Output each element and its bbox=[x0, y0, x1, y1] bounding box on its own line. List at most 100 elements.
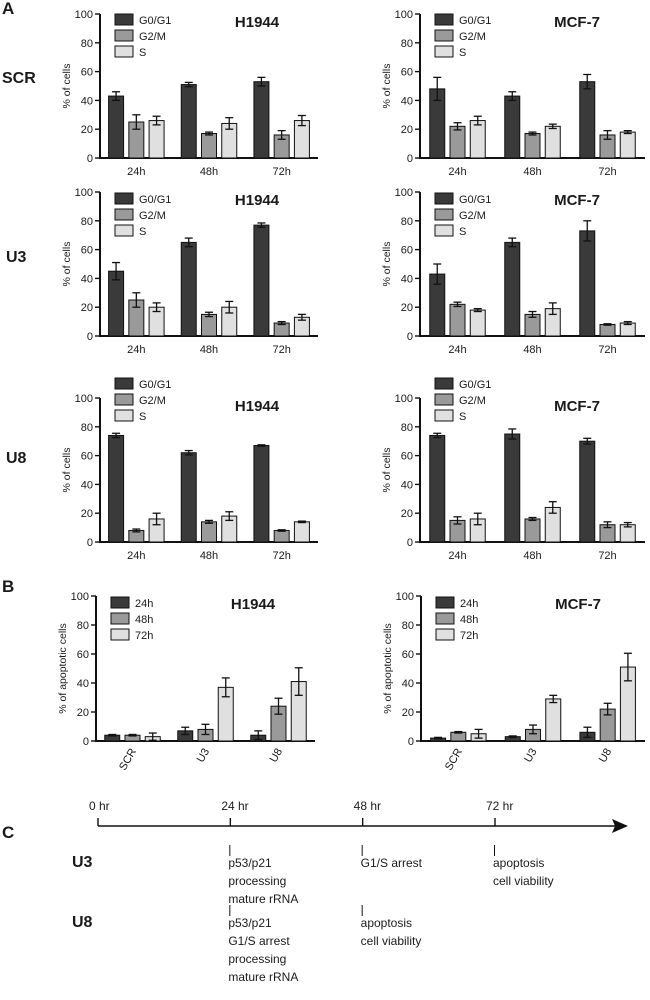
error-bar bbox=[152, 302, 161, 313]
panel-letter-a: A bbox=[2, 0, 14, 18]
bar-G0/G1-72h bbox=[579, 230, 596, 337]
bar-G0/G1-72h bbox=[253, 224, 270, 337]
error-bar bbox=[277, 529, 286, 532]
y-tick-label: 60 bbox=[401, 245, 413, 257]
y-tick-label: 0 bbox=[407, 153, 413, 165]
y-tick-label: 100 bbox=[71, 591, 89, 603]
y-tick-label: 60 bbox=[81, 451, 93, 463]
bar-G2/M-48h bbox=[201, 521, 217, 543]
error-bar bbox=[112, 91, 121, 102]
y-tick-label: 0 bbox=[87, 153, 93, 165]
bar-G0/G1-24h bbox=[108, 270, 125, 337]
bar-G0/G1-48h bbox=[180, 241, 197, 337]
error-bar bbox=[548, 123, 557, 130]
chart-A-U3-H1944: 0 20 40 60 80 100 % of cells 24h 48h 72h G0/G1 G2/M… bbox=[61, 187, 318, 356]
error-bar bbox=[205, 519, 213, 524]
bar-G0/G1-72h bbox=[579, 440, 596, 543]
x-tick-label: 48h bbox=[523, 166, 541, 178]
bar-S-24h bbox=[469, 309, 486, 337]
error-bar bbox=[184, 81, 193, 88]
error-bar bbox=[603, 129, 612, 140]
legend-swatch bbox=[114, 393, 134, 406]
legend-label: G2/M bbox=[459, 31, 486, 43]
y-tick-label: 40 bbox=[401, 479, 413, 491]
bar-G0/G1-24h bbox=[108, 434, 125, 543]
y-tick-label: 20 bbox=[81, 124, 93, 136]
bar-S-72h bbox=[619, 131, 636, 159]
legend-swatch bbox=[114, 377, 134, 390]
legend-label: 72h bbox=[135, 630, 153, 642]
bar-G0/G1-72h bbox=[579, 81, 596, 159]
chart-A-U3-MCF7: 0 20 40 60 80 100 % of cells 24h 48h 72h G0/G1 G2/M… bbox=[381, 187, 645, 356]
bar-G0/G1-48h bbox=[504, 433, 521, 543]
event-text: p53/p21 bbox=[228, 856, 272, 870]
bar-G0/G1-48h bbox=[504, 95, 521, 159]
row-label-scr: SCR bbox=[2, 70, 36, 87]
legend-swatch bbox=[435, 628, 455, 641]
charts-layer: 0 20 40 60 80 100 % of cells 24h 48h 72h G0/G1 G2/M… bbox=[57, 9, 645, 773]
panel-letter-b: B bbox=[2, 577, 14, 596]
legend-swatch bbox=[114, 45, 134, 58]
bar-G2/M-72h bbox=[599, 323, 616, 337]
legend-swatch bbox=[110, 628, 130, 641]
error-bar bbox=[181, 726, 190, 736]
timeline-tick-label: 48 hr bbox=[354, 799, 381, 813]
chart-title: MCF-7 bbox=[555, 596, 601, 613]
y-axis-title: % of apoptotic cells bbox=[382, 623, 394, 713]
error-bar bbox=[548, 501, 557, 514]
y-tick-label: 20 bbox=[401, 124, 413, 136]
error-bar bbox=[254, 730, 263, 741]
y-tick-label: 60 bbox=[81, 67, 93, 79]
error-bar bbox=[148, 732, 157, 741]
x-tick-label: 72h bbox=[272, 166, 290, 178]
y-tick-label: 20 bbox=[81, 302, 93, 314]
bar-G2/M-48h bbox=[201, 313, 217, 337]
x-tick-label: U8 bbox=[268, 747, 285, 765]
x-tick-label: U3 bbox=[522, 747, 539, 765]
y-tick-label: 100 bbox=[396, 591, 414, 603]
legend-label: S bbox=[139, 226, 146, 238]
error-bar bbox=[128, 733, 137, 737]
bar-G0/G1-24h bbox=[429, 434, 446, 543]
chart-A-U8-MCF7: 0 20 40 60 80 100 % of cells 24h 48h 72h G0/G1 G2/M… bbox=[381, 377, 645, 562]
chart-title: MCF-7 bbox=[554, 14, 600, 31]
event-text: processing bbox=[228, 952, 286, 966]
bar-G0/G1-24h bbox=[108, 95, 125, 159]
y-tick-label: 0 bbox=[87, 331, 93, 343]
bar-S-24h bbox=[148, 120, 165, 159]
legend-swatch bbox=[434, 224, 454, 237]
legend-label: S bbox=[139, 47, 146, 59]
legend-label: G0/G1 bbox=[459, 194, 491, 206]
y-tick-label: 0 bbox=[408, 736, 414, 748]
error-bar bbox=[277, 129, 286, 140]
legend-swatch bbox=[434, 45, 454, 58]
y-tick-label: 80 bbox=[77, 620, 89, 632]
timeline-tick-label: 0 hr bbox=[89, 799, 110, 813]
error-bar bbox=[297, 114, 306, 127]
x-tick-label: 48h bbox=[200, 344, 218, 356]
y-tick-label: 20 bbox=[81, 508, 93, 520]
y-tick-label: 100 bbox=[395, 393, 413, 405]
error-bar bbox=[603, 521, 612, 529]
error-bar bbox=[473, 115, 482, 126]
y-tick-label: 100 bbox=[75, 393, 93, 405]
y-tick-label: 80 bbox=[81, 38, 93, 50]
error-bar bbox=[508, 237, 517, 248]
y-tick-label: 40 bbox=[81, 479, 93, 491]
error-bar bbox=[434, 736, 443, 740]
error-bar bbox=[205, 131, 213, 136]
error-bar bbox=[508, 735, 517, 739]
bar-G0/G1-48h bbox=[180, 84, 197, 159]
event-text: cell viability bbox=[493, 874, 554, 888]
row-label-u3: U3 bbox=[6, 249, 27, 266]
legend-label: 48h bbox=[135, 614, 153, 626]
error-bar bbox=[294, 667, 303, 696]
chart-B-H1944: 0 20 40 60 80 100 % of apoptotic cells SCR U3 U8 2… bbox=[57, 591, 315, 773]
timeline-row-label: U3 bbox=[72, 854, 93, 871]
x-tick-label: 24h bbox=[127, 344, 145, 356]
error-bar bbox=[549, 694, 558, 704]
y-axis-title: % of cells bbox=[61, 448, 73, 493]
legend-label: G2/M bbox=[139, 395, 166, 407]
error-bar bbox=[508, 91, 517, 102]
error-bar bbox=[453, 122, 462, 131]
